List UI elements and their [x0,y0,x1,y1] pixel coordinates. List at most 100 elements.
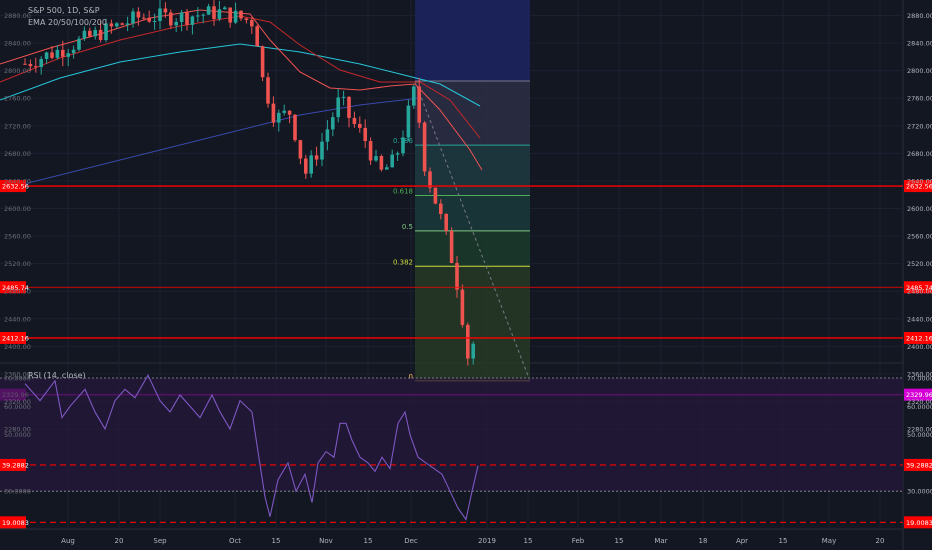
price-line-label-right: 2632.56 [906,183,932,191]
price-tick-label: 2440.00 [907,315,932,323]
time-tick-label: May [822,537,836,545]
price-tick-label: 2480.00 [907,288,932,296]
price-line-label-box-left [0,331,26,344]
price-line-label-box-left [0,281,26,294]
price-tick-label-left: 2400.00 [4,343,31,351]
price-tick-label: 2600.00 [907,205,932,213]
candle-body [298,140,303,159]
price-tick-label-left: 2440.00 [4,315,31,323]
candle-body [325,129,330,142]
time-tick-label: 2019 [478,537,496,545]
price-tick-label-left: 2720.00 [4,122,31,130]
ema-lines [0,9,483,191]
candle-body [152,20,157,22]
candle-body [449,231,454,264]
candle-body [39,58,43,68]
candle-body [77,38,81,50]
rsi-panel: 39.2882 39.2882 19.0083 19.0083 70.0000 70.00… [0,373,932,529]
ema-line [0,9,483,171]
candle-body [401,137,405,154]
candle-body [44,52,49,59]
candle-body [293,114,297,141]
candle-body [28,63,33,67]
price-tick-label: 2280.00 [907,426,932,434]
rsi-level-label-box-right [904,458,932,471]
price-tick-label: 2760.00 [907,95,932,103]
candle-body [460,289,465,325]
price-line-label-box-right [904,281,932,294]
candle-body [206,6,211,15]
time-tick-label: Apr [736,537,748,545]
candle-body [244,18,249,21]
rsi-tick-label-left: 30.0000 [4,488,31,496]
axes-layer: Aug 20 Sep Oct 15 Nov 15 Dec 2019 15 Feb 15 Mar 18 Apr… [4,12,932,545]
price-line-label-left: 2412.16 [2,334,29,342]
price-tick-label: 2880.00 [907,12,932,20]
candlestick-series [23,0,475,366]
candle-body [55,49,60,58]
candle-body [71,49,76,54]
candle-body [66,53,70,57]
candle-body [158,8,162,21]
fib-level-label: 0.618 [393,188,413,196]
candle-body [125,23,130,25]
price-tick-label-left: 2320.00 [4,398,31,406]
candle-body [455,263,459,290]
ema-legend[interactable]: EMA 20/50/100/200 [28,18,107,27]
candle-body [174,21,178,26]
price-tick-label-left: 2480.00 [4,288,31,296]
ema-line [0,43,481,107]
rsi-tick-label-left: 70.0000 [4,375,31,383]
price-tick-label-left: 2640.00 [4,177,31,185]
fib-level-label: 0 [409,373,413,381]
candle-body [82,30,87,39]
price-tick-label: 2360.00 [907,370,932,378]
candle-body [439,203,443,215]
rsi-level-label-box-right [904,516,932,529]
candle-body [309,155,313,174]
time-tick-label: Oct [229,537,241,545]
price-line-label-box-left [0,180,26,193]
time-tick-label: 15 [524,537,533,545]
candle-body [428,171,432,188]
price-tick-label-left: 2360.00 [4,370,31,378]
price-tick-label-left: 2800.00 [4,67,31,75]
candle-body [287,110,292,115]
candle-body [444,214,448,232]
fib-zone [415,145,530,196]
fib-zone [415,266,530,381]
time-tick-label: Nov [319,537,333,545]
price-line-label-left: 2632.56 [2,183,29,191]
candle-body [196,15,200,17]
candle-body [179,12,184,22]
candle-body [304,158,308,174]
candle-body [120,23,124,25]
symbol-legend[interactable]: S&P 500, 1D, S&P [28,6,100,15]
time-tick-label: 20 [876,537,885,545]
rsi-tick-label-left: 60.0000 [4,403,31,411]
time-tick-label: 20 [115,537,124,545]
candle-body [239,10,243,19]
candle-body [115,23,119,27]
candle-body [109,23,114,27]
price-tick-label-left: 2520.00 [4,260,31,268]
candle-body [341,96,346,98]
candle-body [363,127,367,142]
rsi-level-label-left: 19.0083 [2,519,29,527]
rsi-legend[interactable]: RSI (14, close) [28,371,86,380]
price-tick-label: 2520.00 [907,260,932,268]
candle-body [142,17,146,19]
candle-body [282,110,286,113]
candle-body [422,122,427,172]
fib-zone [415,230,530,267]
candle-body [412,86,416,106]
time-tick-label: 15 [779,537,788,545]
price-tick-label-left: 2560.00 [4,233,31,241]
candle-body [104,23,108,41]
time-tick-label: Mar [654,537,667,545]
candle-body [417,86,421,123]
fib-level-label: 0.382 [393,258,413,266]
fib-zone [415,195,530,231]
price-line-label-right: 2485.74 [906,284,932,292]
candle-body [34,66,38,68]
